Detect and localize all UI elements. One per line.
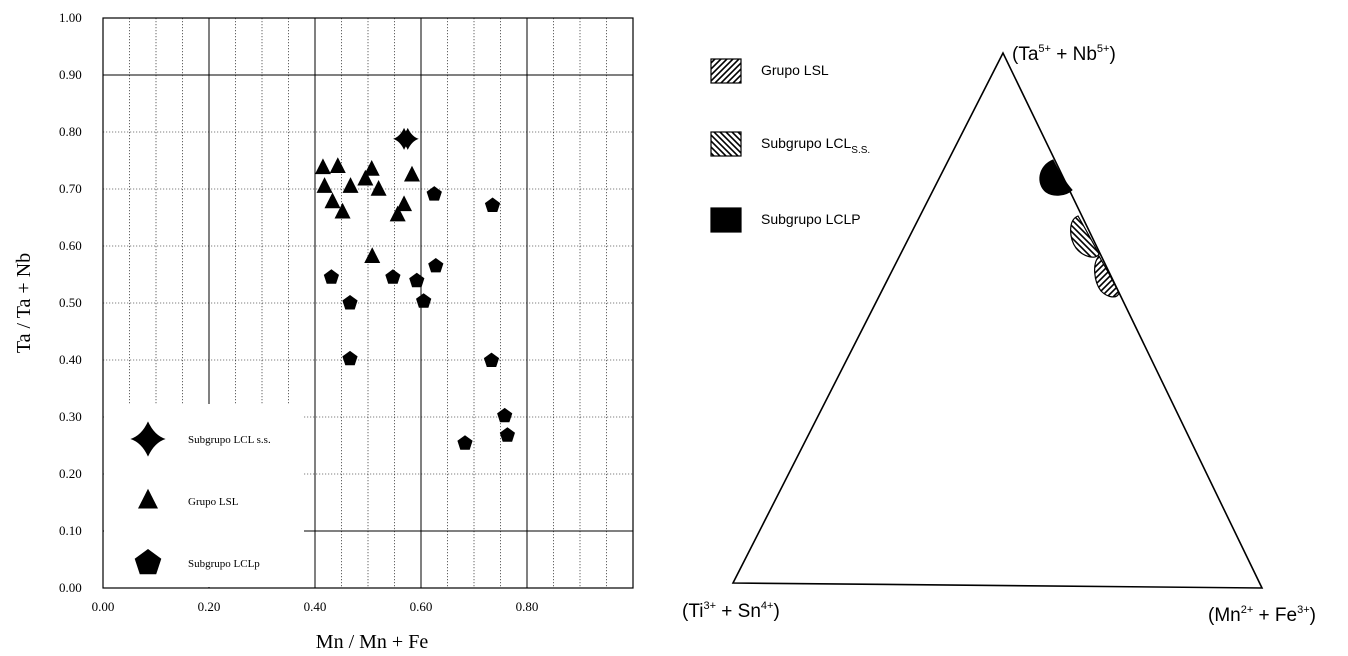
legend-label-lcl-ss: Subgrupo LCL s.s.: [188, 434, 271, 446]
legend-label-subgrupo-lcl-ss: Subgrupo LCLS.S.: [761, 135, 870, 156]
ternary-diagram: (Ta5+ + Nb5+) (Ti3+ + Sn4+) (Mn2+ + Fe3+…: [682, 43, 1316, 626]
legend-label-subgrupo-lclp: Subgrupo LCLP: [761, 211, 861, 227]
plot-frame: [102, 17, 634, 589]
y-tick-label: 0.90: [59, 67, 82, 82]
scatter-legend: Subgrupo LCL s.s. Grupo LSL Subgrupo LCL…: [104, 404, 304, 587]
point-triangle: [334, 202, 351, 219]
legend-marker-triangle: [138, 488, 158, 509]
y-tick-labels: 0.00 0.10 0.20 0.30 0.40 0.50 0.60 0.70 0.80 0.90…: [59, 10, 82, 595]
point-pentagon: [499, 427, 515, 442]
point-triangle: [314, 158, 331, 175]
legend-label-lsl: Grupo LSL: [188, 496, 239, 508]
y-tick-label: 1.00: [59, 10, 82, 25]
point-triangle: [316, 177, 333, 193]
point-pentagon: [484, 197, 501, 212]
x-tick-label: 0.60: [410, 599, 433, 614]
y-tick-label: 0.50: [59, 295, 82, 310]
point-pentagon: [483, 352, 500, 367]
point-triangle: [324, 192, 341, 209]
y-tick-label: 0.30: [59, 409, 82, 424]
point-pentagon: [323, 269, 339, 284]
point-triangle: [357, 169, 374, 186]
point-triangle: [342, 177, 359, 193]
point-triangle: [403, 165, 420, 182]
x-tick-label: 0.00: [92, 599, 115, 614]
y-tick-label: 0.60: [59, 238, 82, 253]
field-subgrupo-lcl-ss: [1070, 215, 1100, 258]
point-triangle: [364, 247, 381, 264]
legend-box: [104, 404, 304, 587]
point-pentagon: [409, 272, 425, 288]
y-axis-label: Ta / Ta + Nb: [13, 253, 35, 353]
point-triangle: [370, 180, 387, 196]
point-pentagon: [385, 269, 401, 284]
legend-swatch-grupo-lsl: [710, 58, 742, 84]
x-axis-label: Mn / Mn + Fe: [316, 631, 429, 653]
y-tick-label: 0.10: [59, 523, 82, 538]
point-pentagon: [428, 258, 444, 273]
point-pentagon: [342, 295, 358, 310]
point-pentagon: [342, 350, 358, 366]
point-triangle: [396, 195, 413, 212]
point-pentagon: [426, 186, 442, 201]
legend-label-lclp: Subgrupo LCLp: [188, 558, 260, 570]
data-points: [314, 127, 515, 450]
x-tick-label: 0.20: [198, 599, 221, 614]
field-subgrupo-lclp: [1039, 159, 1073, 196]
legend-label-grupo-lsl: Grupo LSL: [761, 62, 829, 78]
y-tick-label: 0.40: [59, 352, 82, 367]
ternary-triangle: [731, 51, 1264, 589]
point-pentagon: [416, 293, 432, 308]
point-triangle: [329, 157, 346, 173]
y-tick-label: 0.20: [59, 466, 82, 481]
point-pentagon: [457, 435, 473, 450]
minor-gridlines: [103, 18, 633, 588]
scatter-chart: 0.00 0.10 0.20 0.30 0.40 0.50 0.60 0.70 0.80 0.90…: [13, 10, 634, 653]
x-tick-labels: 0.00 0.20 0.40 0.60 0.80: [92, 599, 539, 614]
point-cross: [396, 127, 419, 150]
y-tick-label: 0.70: [59, 181, 82, 196]
legend-marker-pentagon: [134, 549, 162, 575]
y-tick-label: 0.80: [59, 124, 82, 139]
y-tick-label: 0.00: [59, 580, 82, 595]
vertex-label-left: (Ti3+ + Sn4+): [682, 600, 780, 622]
point-pentagon: [497, 407, 513, 423]
vertex-label-top: (Ta5+ + Nb5+): [1012, 43, 1116, 65]
x-tick-label: 0.80: [516, 599, 539, 614]
x-tick-label: 0.40: [304, 599, 327, 614]
point-triangle: [389, 205, 406, 222]
field-grupo-lsl: [1094, 254, 1120, 298]
legend-swatch-subgrupo-lclp: [710, 207, 742, 233]
legend-swatch-subgrupo-lcl-ss: [710, 131, 742, 157]
point-triangle: [363, 160, 380, 176]
legend-marker-cross: [130, 421, 166, 457]
vertex-label-right: (Mn2+ + Fe3+): [1208, 604, 1316, 626]
ternary-legend: Grupo LSL Subgrupo LCLS.S. Subgrupo LCLP: [710, 58, 870, 233]
legend-markers: [130, 421, 166, 575]
